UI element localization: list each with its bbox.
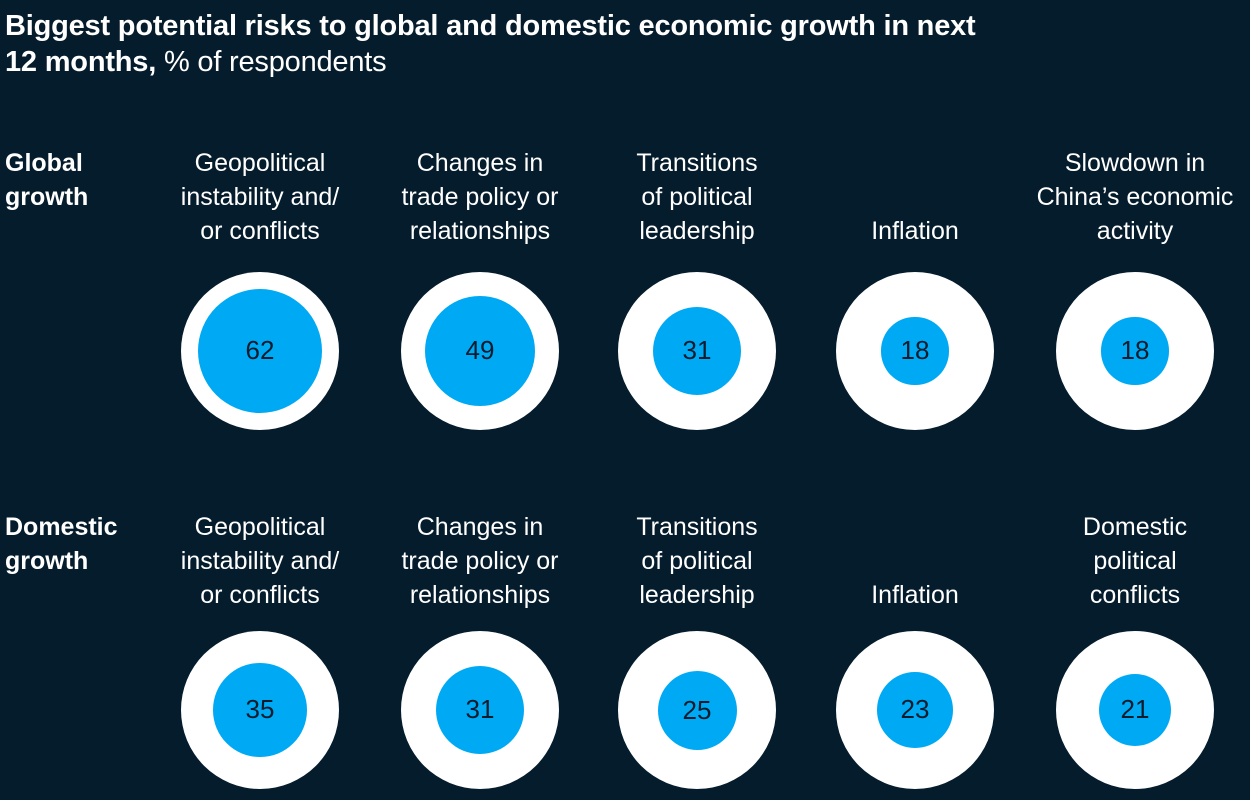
category-label-line: Geopolitical bbox=[194, 149, 326, 177]
value-label: 23 bbox=[900, 694, 930, 725]
bubble-value: 18 bbox=[1101, 317, 1169, 385]
bubble-value: 49 bbox=[424, 295, 536, 407]
category-label-line: trade policy or bbox=[401, 183, 559, 211]
category-label-line: leadership bbox=[639, 217, 755, 245]
bubble-value: 25 bbox=[657, 670, 737, 750]
category-label-line: of political bbox=[641, 183, 753, 211]
category-label: Domestic political conflicts bbox=[1020, 510, 1250, 612]
category-label-line: Transitions bbox=[636, 513, 758, 541]
category-label-line: Slowdown in bbox=[1064, 149, 1206, 177]
bubble-value: 35 bbox=[213, 663, 307, 757]
bubble-value: 23 bbox=[877, 672, 953, 748]
value-label: 31 bbox=[465, 694, 495, 725]
category-label-line: Geopolitical bbox=[194, 513, 326, 541]
category-label-line: instability and/ bbox=[180, 547, 340, 575]
value-label: 31 bbox=[682, 335, 712, 366]
category-label: Transitions of political leadership bbox=[582, 146, 812, 248]
category-label-line: or conflicts bbox=[200, 217, 320, 245]
category-label-line: political bbox=[1093, 547, 1177, 575]
category-label-line: leadership bbox=[639, 581, 755, 609]
category-label-line: Changes in bbox=[416, 513, 544, 541]
value-label: 25 bbox=[682, 694, 712, 725]
category-label: Changes in trade policy or relationships bbox=[365, 146, 595, 248]
category-label: Geopolitical instability and/or conflicts bbox=[145, 146, 375, 248]
title-line-2-bold: 12 months, bbox=[5, 46, 157, 78]
category-label-line: or conflicts bbox=[200, 581, 320, 609]
value-label: 35 bbox=[245, 694, 275, 725]
row-label: Global growth bbox=[5, 146, 155, 214]
category-label-line: Changes in bbox=[416, 149, 544, 177]
category-label-line: of political bbox=[641, 547, 753, 575]
row-label-line: Global bbox=[5, 149, 83, 177]
category-label: Inflation bbox=[800, 146, 1030, 248]
category-label: Slowdown in China’s economic activity bbox=[1020, 146, 1250, 248]
category-label-line: activity bbox=[1096, 217, 1174, 245]
bubble-value: 18 bbox=[881, 317, 949, 385]
category-label-line: instability and/ bbox=[180, 183, 340, 211]
value-label: 49 bbox=[465, 335, 495, 366]
category-label: Changes in trade policy or relationships bbox=[365, 510, 595, 612]
bubble-value: 31 bbox=[436, 666, 524, 754]
value-label: 21 bbox=[1120, 694, 1150, 725]
value-label: 62 bbox=[245, 335, 275, 366]
row-label: Domestic growth bbox=[5, 510, 155, 578]
category-label: Transitions of political leadership bbox=[582, 510, 812, 612]
category-label-line: Domestic bbox=[1082, 513, 1188, 541]
title-unit: % of respondents bbox=[156, 46, 387, 78]
category-label: Inflation bbox=[800, 510, 1030, 612]
title-line-1: Biggest potential risks to global and do… bbox=[5, 10, 976, 42]
bubble-value: 21 bbox=[1098, 673, 1172, 747]
category-label-line: relationships bbox=[409, 217, 551, 245]
row-label-line: growth bbox=[5, 183, 89, 211]
category-label-line: Inflation bbox=[871, 217, 959, 245]
chart-title: Biggest potential risks to global and do… bbox=[5, 8, 976, 80]
row-label-line: Domestic bbox=[5, 513, 118, 541]
value-label: 18 bbox=[1120, 335, 1150, 366]
bubble-value: 62 bbox=[197, 288, 323, 414]
category-label-line: trade policy or bbox=[401, 547, 559, 575]
category-label-line: relationships bbox=[409, 581, 551, 609]
category-label-line: Transitions bbox=[636, 149, 758, 177]
row-label-line: growth bbox=[5, 547, 89, 575]
bubble-value: 31 bbox=[653, 307, 741, 395]
category-label-line: Inflation bbox=[871, 581, 959, 609]
value-label: 18 bbox=[900, 335, 930, 366]
category-label-line: conflicts bbox=[1089, 581, 1181, 609]
category-label: Geopolitical instability and/or conflicts bbox=[145, 510, 375, 612]
category-label-line: China’s economic bbox=[1036, 183, 1234, 211]
